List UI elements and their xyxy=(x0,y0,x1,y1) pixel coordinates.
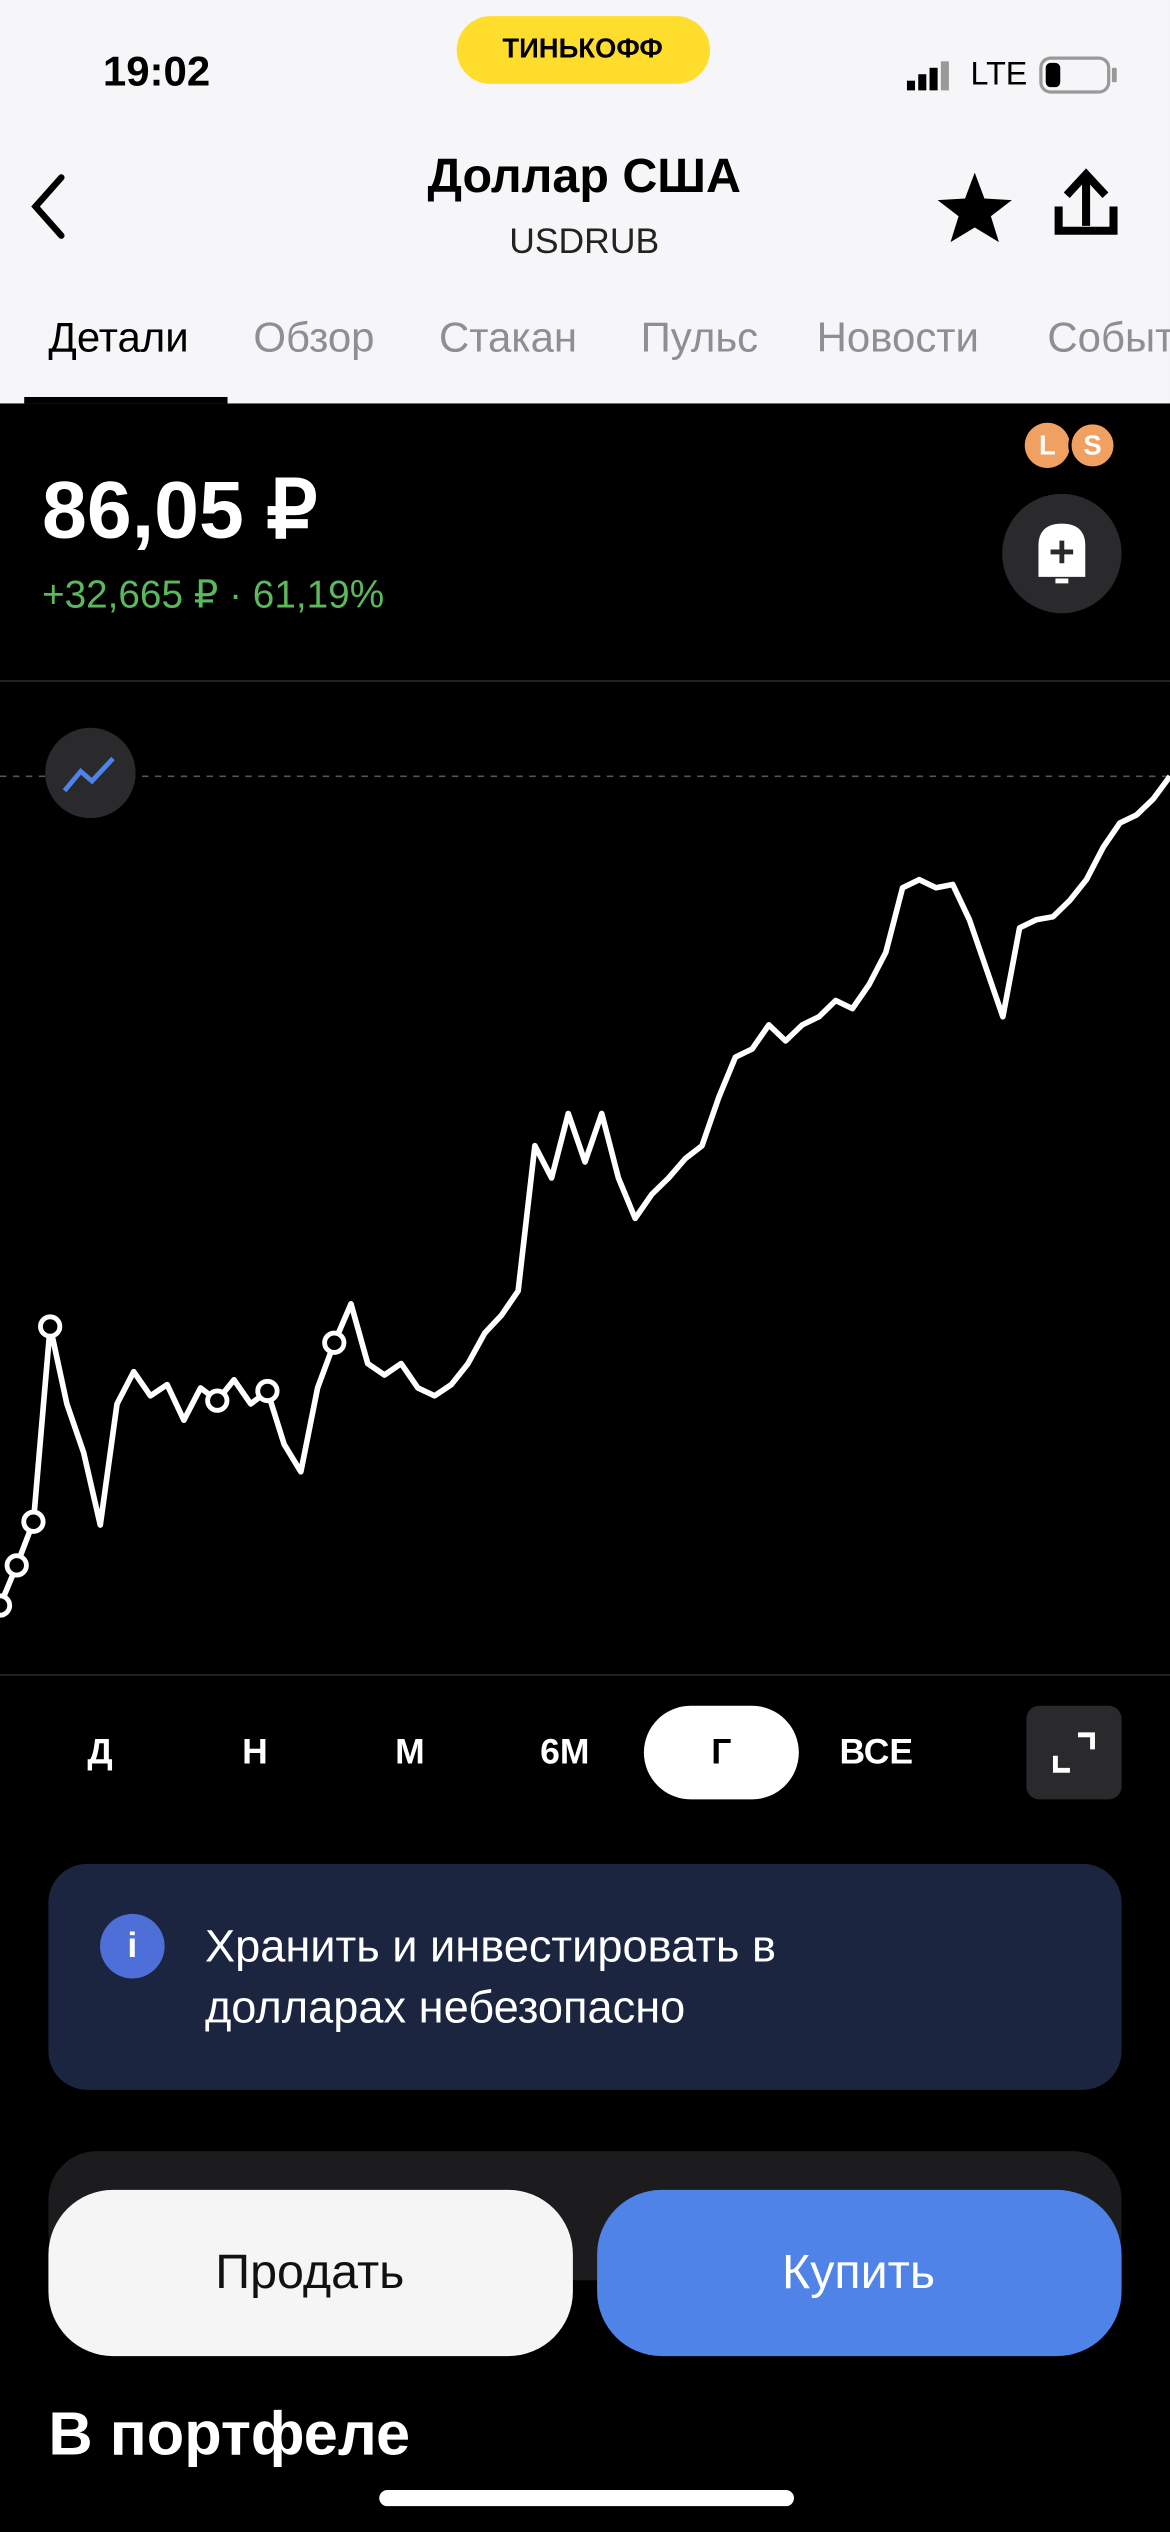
tab[interactable]: Новости xyxy=(817,314,979,361)
badge-label: L xyxy=(1039,429,1056,460)
event-marker xyxy=(38,1314,63,1339)
signal xyxy=(906,61,949,91)
section-title: В портфеле xyxy=(48,2399,410,2468)
badge xyxy=(1024,422,1070,468)
period[interactable]: Н xyxy=(242,1732,268,1772)
tabs: Детали Обзор Стакан Пульс Новости События xyxy=(48,314,1170,361)
tab[interactable]: События xyxy=(1047,314,1170,361)
share-button[interactable] xyxy=(1054,168,1118,235)
price-line xyxy=(0,774,1170,1607)
logo-pill xyxy=(456,16,711,84)
price-change: +32,665 ₽ · 61,19% xyxy=(42,573,384,616)
event-marker xyxy=(0,1593,13,1618)
period[interactable]: Г xyxy=(711,1732,731,1772)
favorite-button[interactable] xyxy=(937,172,1012,243)
sell-label: Продать xyxy=(215,2245,404,2299)
logo: ТИНЬКОФФ xyxy=(502,32,663,63)
tab-indicator xyxy=(24,396,228,404)
fullscreen-icon xyxy=(1052,1732,1095,1773)
event-marker xyxy=(21,1509,46,1534)
period-selected xyxy=(643,1705,799,1800)
title: Доллар США xyxy=(427,149,740,203)
notice-icon xyxy=(100,1913,165,1979)
chart-type-icon xyxy=(62,756,115,793)
badge-label: S xyxy=(1083,429,1101,460)
notice xyxy=(48,1863,1122,2090)
notice-icon-label: i xyxy=(127,1925,137,1965)
fullscreen-button[interactable] xyxy=(1026,1705,1122,1800)
period[interactable]: М xyxy=(395,1732,425,1772)
badge xyxy=(1068,421,1117,470)
chart xyxy=(0,774,1170,1618)
price: 86,05 ₽ xyxy=(42,466,318,556)
sell-button[interactable] xyxy=(48,2189,573,2357)
time: 19:02 xyxy=(103,47,210,94)
periods: Д Н М 6М Г ВСЕ xyxy=(87,1732,913,1772)
period[interactable]: ВСЕ xyxy=(839,1732,913,1772)
home-indicator xyxy=(379,2490,794,2507)
notice-text: Хранить и инвестировать в xyxy=(205,1920,776,1971)
event-marker xyxy=(205,1388,230,1413)
tab[interactable]: Детали xyxy=(48,314,188,361)
battery xyxy=(1039,56,1117,94)
network: LTE xyxy=(971,55,1028,91)
period[interactable]: Д xyxy=(87,1732,112,1772)
buy-label: Купить xyxy=(782,2245,935,2299)
event-marker xyxy=(255,1378,280,1404)
ticker: USDRUB xyxy=(509,221,659,261)
event-marker xyxy=(322,1330,347,1355)
bell-plus xyxy=(1050,540,1074,564)
back-button[interactable] xyxy=(31,174,65,239)
tab[interactable]: Пульс xyxy=(641,314,758,361)
event-marker xyxy=(4,1553,29,1578)
notice-text: долларах небезопасно xyxy=(205,1982,685,2033)
period[interactable]: 6М xyxy=(540,1732,589,1772)
buy-button[interactable] xyxy=(597,2189,1122,2357)
tab[interactable]: Обзор xyxy=(253,314,374,361)
chart-type-button[interactable] xyxy=(45,727,136,819)
tab[interactable]: Стакан xyxy=(439,314,577,361)
